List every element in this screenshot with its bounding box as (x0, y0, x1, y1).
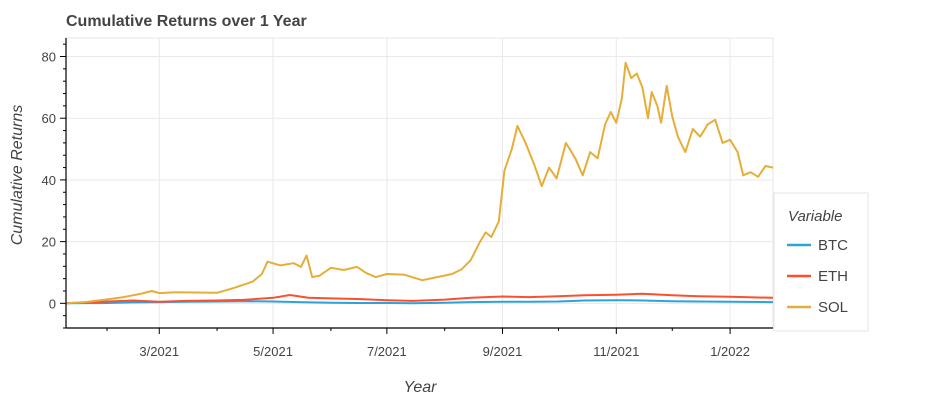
legend-label-sol: SOL (818, 299, 848, 316)
legend: Variable BTC ETH SOL (773, 192, 869, 332)
series-line-eth (65, 292, 774, 305)
x-tick-label: 3/2021 (139, 344, 179, 359)
x-tick-label: 7/2021 (367, 344, 407, 359)
legend-title: Variable (788, 208, 842, 225)
series-line-sol (65, 61, 774, 305)
legend-label-btc: BTC (818, 237, 848, 254)
x-axis-label: Year (404, 379, 438, 396)
y-tick-label: 60 (42, 111, 56, 126)
y-tick-label: 40 (42, 173, 56, 188)
x-tick-label: 9/2021 (483, 344, 523, 359)
series-layer (65, 61, 774, 305)
legend-label-eth: ETH (818, 268, 848, 285)
x-tick-label: 5/2021 (253, 344, 293, 359)
x-tick-label: 11/2021 (593, 344, 639, 359)
y-axis-label: Cumulative Returns (9, 105, 26, 246)
x-tick-label: 1/2022 (710, 344, 750, 359)
y-tick-label: 20 (42, 235, 56, 250)
chart-title: Cumulative Returns over 1 Year (66, 13, 307, 30)
y-tick-label: 80 (42, 50, 56, 65)
y-tick-label: 0 (49, 296, 56, 311)
axis-layer: 0 20 40 60 80 3/2021 5/2021 7/2021 9/2021 11/2021… (42, 38, 773, 359)
